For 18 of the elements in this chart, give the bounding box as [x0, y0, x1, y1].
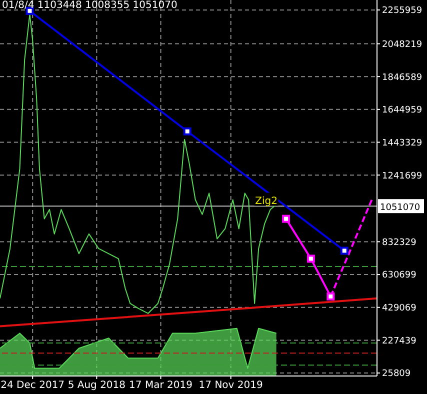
- y-tick-label: 1443329: [382, 138, 422, 148]
- x-tick-label: 24 Dec 2017: [0, 380, 65, 392]
- annotation: Zig2: [255, 196, 278, 207]
- y-tick-label: 227439: [382, 336, 417, 346]
- y-tick-label: 429069: [382, 304, 417, 314]
- x-tick-label: 17 Nov 2019: [198, 380, 263, 392]
- y-tick-label: 2048219: [382, 40, 422, 50]
- y-tick-label: 832329: [382, 238, 417, 248]
- annotation: 01/8/4 1103448 1008355 1051070: [2, 0, 178, 11]
- y-tick-label: 25809: [382, 369, 411, 380]
- y-tick-label: 1644959: [382, 106, 422, 116]
- y-tick-label: 630699: [382, 270, 417, 281]
- x-tick-label: 17 Mar 2019: [129, 380, 192, 392]
- x-tick-label: 5 Aug 2018: [68, 380, 126, 392]
- ref-line-label: 1051070: [380, 203, 420, 214]
- y-tick-label: 1241699: [382, 171, 422, 182]
- y-tick-label: 2255959: [382, 6, 422, 16]
- y-tick-label: 1846589: [382, 72, 422, 83]
